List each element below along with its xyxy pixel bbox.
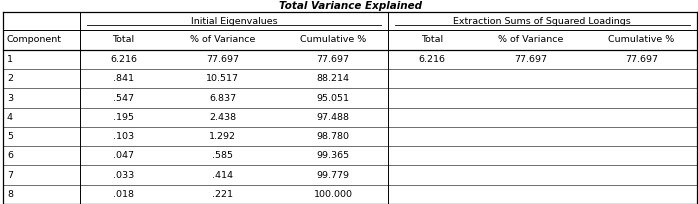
Text: Component: Component (7, 35, 62, 44)
Text: 77.697: 77.697 (625, 55, 658, 64)
Text: Cumulative %: Cumulative % (300, 35, 366, 44)
Text: 6.216: 6.216 (419, 55, 445, 64)
Text: .033: .033 (113, 171, 134, 180)
Text: 4: 4 (7, 113, 13, 122)
Text: .221: .221 (212, 190, 233, 199)
Text: .841: .841 (113, 74, 134, 83)
Text: 77.697: 77.697 (316, 55, 350, 64)
Text: 5: 5 (7, 132, 13, 141)
Text: .414: .414 (212, 171, 233, 180)
Text: .547: .547 (113, 94, 134, 103)
Text: Cumulative %: Cumulative % (609, 35, 674, 44)
Text: Total Variance Explained: Total Variance Explained (279, 1, 422, 11)
Text: 10.517: 10.517 (206, 74, 239, 83)
Text: .047: .047 (113, 151, 134, 160)
Text: 8: 8 (7, 190, 13, 199)
Text: 100.000: 100.000 (313, 190, 352, 199)
Text: 2: 2 (7, 74, 13, 83)
Text: .195: .195 (113, 113, 134, 122)
Text: 6: 6 (7, 151, 13, 160)
Text: .585: .585 (212, 151, 233, 160)
Text: 98.780: 98.780 (316, 132, 350, 141)
Text: 7: 7 (7, 171, 13, 180)
Text: 77.697: 77.697 (514, 55, 548, 64)
Text: 1: 1 (7, 55, 13, 64)
Text: .103: .103 (113, 132, 134, 141)
Text: 99.779: 99.779 (316, 171, 350, 180)
Text: 88.214: 88.214 (316, 74, 350, 83)
Text: .018: .018 (113, 190, 134, 199)
Text: 2.438: 2.438 (209, 113, 236, 122)
Text: % of Variance: % of Variance (190, 35, 255, 44)
Text: 3: 3 (7, 94, 13, 103)
Text: % of Variance: % of Variance (498, 35, 564, 44)
Text: 6.837: 6.837 (209, 94, 236, 103)
Text: Total: Total (421, 35, 443, 44)
Text: Extraction Sums of Squared Loadings: Extraction Sums of Squared Loadings (454, 17, 631, 26)
Text: 1.292: 1.292 (209, 132, 236, 141)
Text: 6.216: 6.216 (110, 55, 137, 64)
Text: 95.051: 95.051 (316, 94, 350, 103)
Text: Total: Total (112, 35, 135, 44)
Text: 77.697: 77.697 (206, 55, 239, 64)
Text: 97.488: 97.488 (316, 113, 350, 122)
Text: 99.365: 99.365 (316, 151, 350, 160)
Text: Initial Eigenvalues: Initial Eigenvalues (191, 17, 277, 26)
